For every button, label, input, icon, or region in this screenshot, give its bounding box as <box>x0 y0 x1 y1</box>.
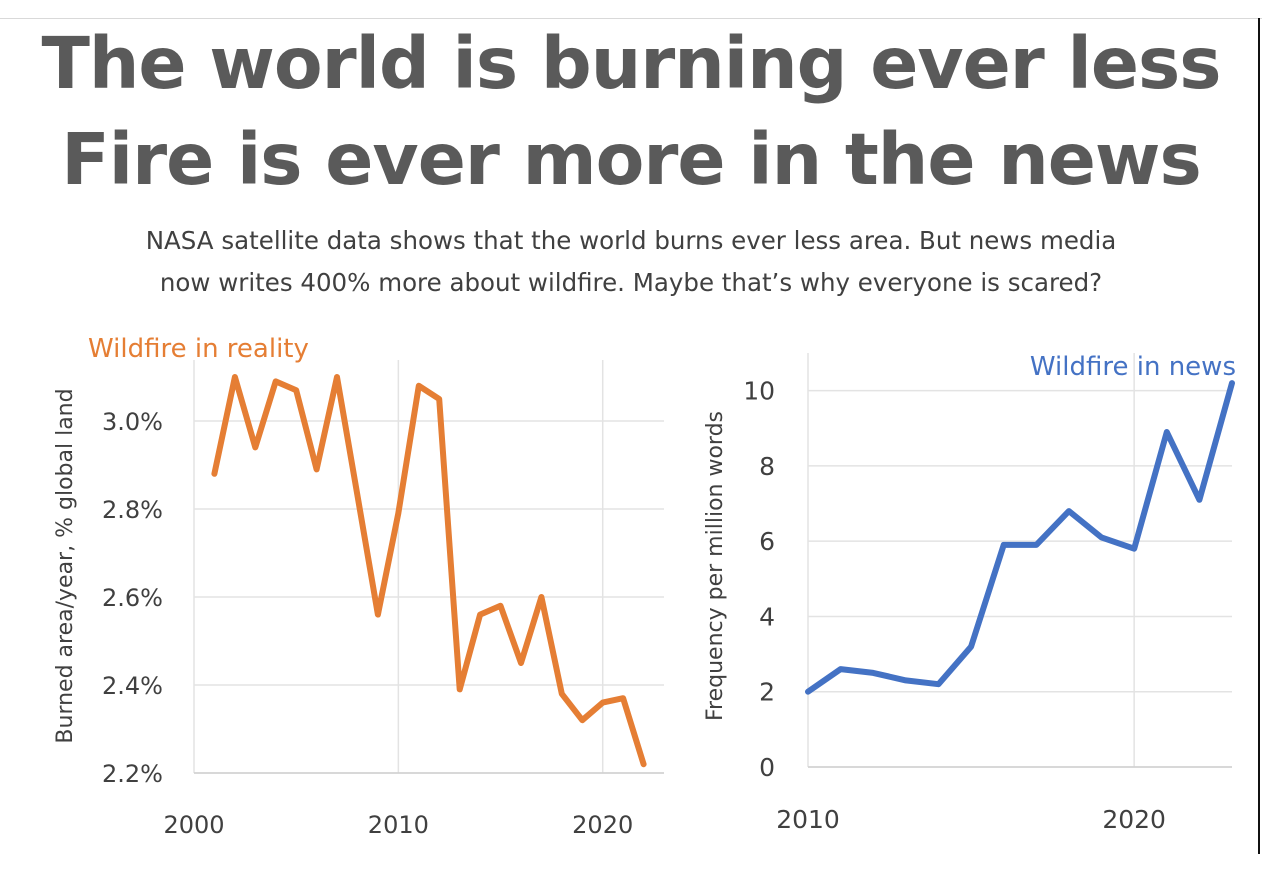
data-point <box>1066 508 1072 514</box>
data-point <box>968 644 974 650</box>
data-point <box>1099 534 1105 540</box>
y-tick-label: 2.4% <box>102 672 163 700</box>
y-tick-label: 0 <box>759 753 775 782</box>
data-point <box>538 594 544 600</box>
y-tick-label: 2.2% <box>102 760 163 788</box>
data-point <box>416 383 422 389</box>
x-tick-label: 2010 <box>776 805 840 834</box>
subtitle-line-2: now writes 400% more about wildfire. May… <box>159 268 1103 297</box>
data-point <box>600 700 606 706</box>
data-point <box>518 660 524 666</box>
y-tick-label: 2.8% <box>102 496 163 524</box>
series-title: Wildfire in news <box>1030 352 1236 382</box>
data-point <box>273 378 279 384</box>
subtitle-line-1: NASA satellite data shows that the world… <box>145 226 1117 255</box>
data-point <box>1196 497 1202 503</box>
data-point <box>334 374 340 380</box>
data-point <box>641 761 647 767</box>
data-point <box>314 466 320 472</box>
y-tick-label: 2 <box>759 678 775 707</box>
x-tick-label: 2020 <box>572 811 633 839</box>
headline-line-2: Fire is ever more in the news <box>61 118 1202 201</box>
x-tick-label: 2020 <box>1102 805 1166 834</box>
headline-line-1: The world is burning ever less <box>41 22 1221 105</box>
series-title: Wildfire in reality <box>88 334 309 364</box>
data-point <box>1131 546 1137 552</box>
data-point <box>1033 542 1039 548</box>
data-point <box>559 691 565 697</box>
series-line <box>211 374 647 768</box>
x-tick-label: 2010 <box>368 811 429 839</box>
y-tick-label: 8 <box>759 452 775 481</box>
chart-wildfire-in-news: 0 2 4 6 8 10 2010 2020 Frequency per million wor… <box>703 352 1236 834</box>
x-tick-label: 2000 <box>163 811 224 839</box>
y-tick-label: 10 <box>743 377 775 406</box>
data-point <box>375 612 381 618</box>
y-tick-label: 4 <box>759 602 775 631</box>
data-point <box>211 471 217 477</box>
y-tick-label: 6 <box>759 527 775 556</box>
data-point <box>293 387 299 393</box>
data-point <box>903 677 909 683</box>
data-point <box>805 689 811 695</box>
data-point <box>232 374 238 380</box>
top-divider <box>0 18 1262 19</box>
data-point <box>436 396 442 402</box>
y-tick-label: 2.6% <box>102 584 163 612</box>
data-point <box>620 695 626 701</box>
data-point <box>477 612 483 618</box>
data-point <box>579 717 585 723</box>
data-point <box>1164 429 1170 435</box>
y-axis-title: Frequency per million words <box>703 411 728 721</box>
series-line <box>805 380 1235 695</box>
y-tick-label: 3.0% <box>102 408 163 436</box>
right-border <box>1258 18 1260 854</box>
data-point <box>252 444 258 450</box>
data-point <box>498 603 504 609</box>
data-point <box>838 666 844 672</box>
data-point <box>395 510 401 516</box>
data-point <box>935 681 941 687</box>
data-point <box>870 670 876 676</box>
data-point <box>457 686 463 692</box>
chart-wildfire-in-reality: 2.2% 2.4% 2.6% 2.8% 3.0% 2000 2010 2020 Burned a… <box>53 334 664 839</box>
y-axis-title: Burned area/year, % global land <box>53 388 78 743</box>
data-point <box>354 493 360 499</box>
data-point <box>1001 542 1007 548</box>
